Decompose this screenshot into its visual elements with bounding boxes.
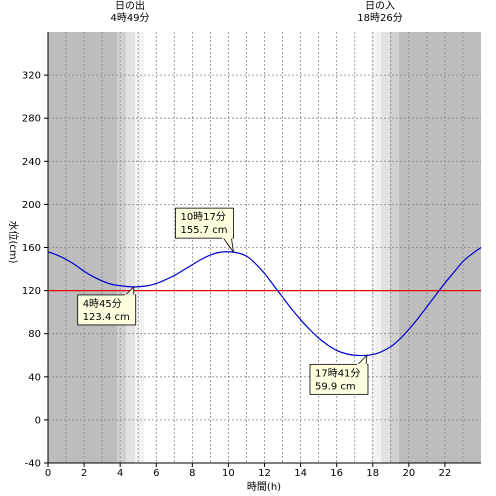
callout-value: 59.9 cm — [315, 381, 356, 392]
twilight-band — [389, 32, 400, 463]
callout-box — [309, 363, 369, 395]
sunset-title: 日の入 — [365, 1, 395, 12]
callout-box — [175, 207, 234, 239]
y-tick-label: 200 — [22, 200, 41, 211]
y-tick-label: -40 — [25, 459, 41, 470]
callout-value: 123.4 cm — [83, 312, 130, 323]
extremum-callout: 17時41分 59.9 cm — [309, 354, 369, 395]
callout-box — [77, 294, 137, 326]
x-axis-label: 時間(h) — [247, 481, 281, 493]
y-tick-label: 80 — [28, 329, 41, 340]
y-tick-label: 240 — [22, 157, 41, 168]
x-tick-label: 16 — [330, 468, 343, 479]
sunset-time: 18時26分 — [357, 13, 403, 24]
x-tick-label: 22 — [439, 468, 452, 479]
y-tick-label: 320 — [22, 71, 41, 82]
sunset-label: 日の入 18時26分 — [350, 1, 410, 25]
x-tick-label: 2 — [81, 468, 87, 479]
twilight-band — [134, 32, 145, 463]
y-tick-label: 280 — [22, 114, 41, 125]
callout-time: 17時41分 — [315, 367, 360, 379]
twilight-band — [125, 32, 136, 463]
y-tick-label: 120 — [22, 286, 41, 297]
sunrise-label: 日の出 4時49分 — [100, 1, 160, 25]
x-tick-label: 18 — [366, 468, 379, 479]
sunrise-title: 日の出 — [115, 1, 145, 12]
x-tick-label: 12 — [258, 468, 271, 479]
callout-joint — [124, 294, 135, 297]
y-tick-label: 40 — [28, 372, 41, 383]
x-tick-label: 20 — [402, 468, 415, 479]
callout-value: 155.7 cm — [180, 225, 227, 236]
x-tick-label: 8 — [189, 468, 195, 479]
callout-joint — [222, 236, 233, 239]
y-axis-label: 水位(cm) — [7, 220, 20, 263]
callout-time: 4時45分 — [83, 298, 122, 310]
callout-time: 10時17分 — [180, 211, 225, 223]
y-tick-label: 0 — [35, 415, 41, 426]
sunrise-time: 4時49分 — [110, 13, 150, 24]
x-tick-label: 0 — [45, 468, 51, 479]
extremum-callout: 4時45分 123.4 cm — [77, 285, 137, 326]
y-tick-label: 160 — [22, 243, 41, 254]
callout-joint — [356, 363, 367, 366]
x-tick-label: 10 — [222, 468, 235, 479]
x-tick-label: 14 — [294, 468, 307, 479]
x-tick-label: 6 — [153, 468, 159, 479]
tide-series-line — [47, 247, 482, 357]
x-tick-label: 4 — [117, 468, 123, 479]
extremum-callout: 10時17分 155.7 cm — [175, 207, 234, 253]
